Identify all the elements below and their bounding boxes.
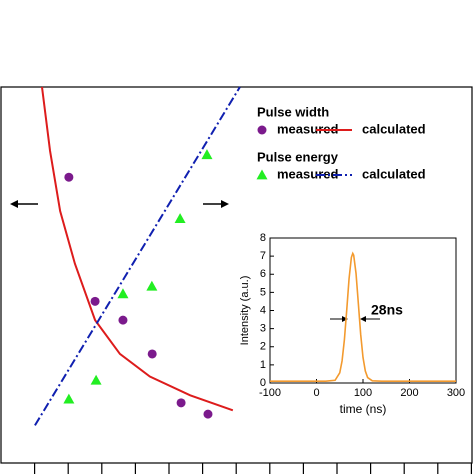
legend-swatch <box>257 125 267 135</box>
point <box>63 393 75 404</box>
legend-swatch <box>256 169 268 180</box>
y-tick-label: 8 <box>260 232 266 244</box>
legend-label: calculated <box>362 121 426 136</box>
y-tick-label: 4 <box>260 304 266 316</box>
series-line <box>270 251 456 382</box>
point <box>201 149 213 160</box>
point <box>64 172 74 182</box>
series-line <box>40 86 234 412</box>
y-tick-label: 0 <box>260 377 266 389</box>
x-tick-label: 200 <box>400 387 418 399</box>
x-tick-label: -100 <box>259 387 281 399</box>
direction-arrows <box>10 200 229 208</box>
legend-title: Pulse energy <box>257 149 339 164</box>
x-tick-label: 100 <box>354 387 372 399</box>
x-tick-label: 0 <box>313 387 319 399</box>
point <box>174 213 186 223</box>
y-tick-label: 2 <box>260 341 266 353</box>
point <box>117 288 129 299</box>
point <box>146 280 158 291</box>
point <box>90 296 100 306</box>
annotation: 28ns <box>371 302 403 318</box>
y-tick-label: 7 <box>260 250 266 262</box>
point <box>90 374 102 385</box>
point <box>118 315 128 325</box>
legend-label: calculated <box>362 166 426 181</box>
legend-label: measured <box>277 121 338 136</box>
fwhm-arrows <box>330 316 380 322</box>
point <box>147 349 157 359</box>
y-tick-label: 6 <box>260 268 266 280</box>
point <box>176 398 186 408</box>
x-tick-label: 300 <box>447 387 465 399</box>
legend-title: Pulse width <box>257 104 329 119</box>
point <box>203 409 213 419</box>
legend-label: measured <box>277 166 338 181</box>
y-tick-label: 5 <box>260 286 266 298</box>
y-tick-label: 1 <box>260 359 266 371</box>
x-axis-label: time (ns) <box>340 402 387 416</box>
y-axis-label: Intensity (a.u.) <box>239 276 251 346</box>
y-tick-label: 3 <box>260 323 266 335</box>
series-line <box>34 86 241 426</box>
